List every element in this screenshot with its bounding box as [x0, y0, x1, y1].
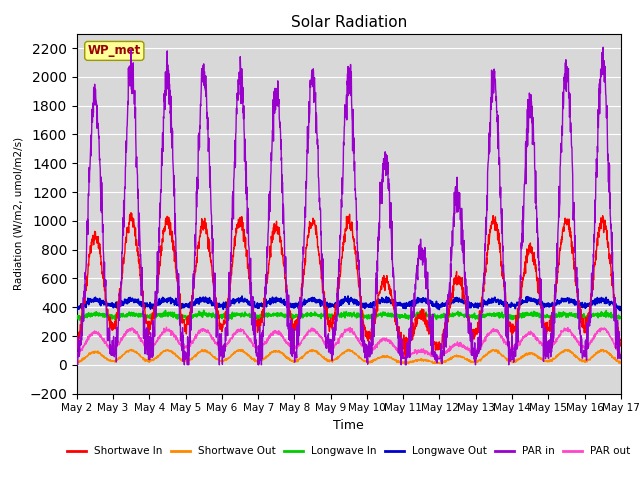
- X-axis label: Time: Time: [333, 419, 364, 432]
- Title: Solar Radiation: Solar Radiation: [291, 15, 407, 30]
- Y-axis label: Radiation (W/m2, umol/m2/s): Radiation (W/m2, umol/m2/s): [13, 137, 24, 290]
- Text: WP_met: WP_met: [88, 44, 141, 58]
- Legend: Shortwave In, Shortwave Out, Longwave In, Longwave Out, PAR in, PAR out: Shortwave In, Shortwave Out, Longwave In…: [63, 442, 635, 460]
